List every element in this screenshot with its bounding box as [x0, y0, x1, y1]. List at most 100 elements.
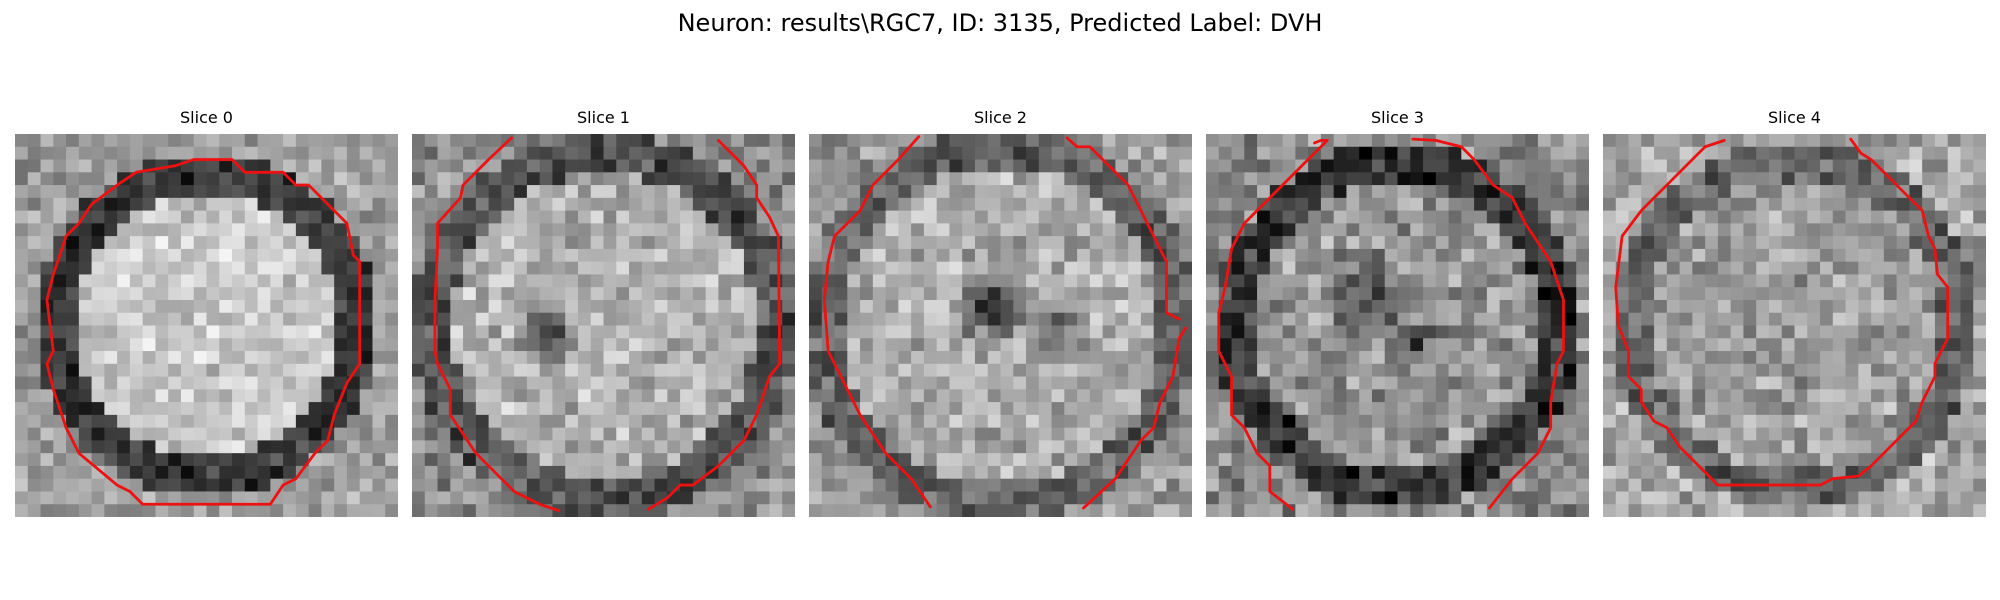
pixel: [1666, 223, 1681, 237]
pixel: [295, 210, 310, 224]
pixel: [91, 389, 105, 403]
pixel: [949, 338, 963, 352]
pixel: [193, 338, 208, 352]
pixel: [898, 427, 912, 441]
pixel: [1499, 299, 1513, 314]
pixel: [1115, 274, 1129, 288]
pixel: [1153, 465, 1167, 480]
pixel: [488, 402, 502, 416]
pixel: [1435, 146, 1450, 161]
pixel: [180, 338, 195, 352]
pixel: [1845, 159, 1859, 173]
pixel: [847, 453, 861, 467]
pixel: [1832, 197, 1847, 212]
pixel: [219, 427, 233, 441]
pixel: [104, 248, 118, 263]
pixel: [552, 389, 566, 403]
pixel: [809, 299, 823, 314]
pixel: [1576, 325, 1589, 339]
pixel: [1909, 185, 1923, 199]
pixel: [1128, 402, 1142, 416]
pixel: [180, 440, 195, 454]
pixel: [1550, 325, 1564, 339]
pixel: [1654, 299, 1668, 314]
pixel: [321, 159, 335, 173]
pixel: [923, 261, 938, 275]
pixel: [1051, 402, 1065, 416]
pixel: [1461, 325, 1475, 339]
pixel: [552, 338, 566, 352]
pixel: [359, 312, 373, 327]
pixel: [15, 172, 29, 186]
pixel: [66, 504, 80, 517]
pixel: [1641, 351, 1655, 365]
pixel: [1883, 223, 1898, 237]
pixel: [1359, 197, 1373, 212]
pixel: [1102, 363, 1116, 378]
pixel: [1576, 351, 1589, 365]
pixel: [654, 210, 668, 224]
pixel: [1807, 363, 1821, 378]
pixel: [1038, 325, 1053, 339]
pixel: [463, 504, 477, 517]
pixel: [1128, 172, 1142, 186]
pixel: [1781, 261, 1796, 275]
pixel: [257, 197, 271, 212]
pixel: [27, 146, 42, 161]
pixel: [1448, 478, 1462, 492]
pixel: [1128, 185, 1142, 199]
pixel: [412, 351, 426, 365]
pixel: [27, 312, 42, 327]
pixel: [91, 504, 105, 517]
pixel: [1871, 223, 1885, 237]
pixel: [834, 440, 848, 454]
pixel: [1115, 414, 1129, 429]
pixel: [1794, 504, 1808, 517]
pixel: [1730, 299, 1744, 314]
pixel: [475, 351, 490, 365]
pixel: [1512, 389, 1526, 403]
pixel: [1820, 440, 1834, 454]
pixel: [1384, 274, 1399, 288]
pixel: [667, 453, 681, 467]
pixel: [731, 261, 745, 275]
pixel: [1820, 210, 1834, 224]
pixel: [756, 504, 770, 517]
pixel: [1563, 338, 1577, 352]
pixel: [756, 172, 770, 186]
pixel: [501, 287, 515, 301]
pixel: [565, 478, 579, 492]
pixel: [936, 134, 950, 148]
pixel: [565, 172, 579, 186]
pixel: [565, 427, 579, 441]
pixel: [1922, 402, 1936, 416]
pixel: [334, 287, 348, 301]
contour-line-0: [433, 136, 561, 513]
pixel: [756, 440, 770, 454]
pixel: [514, 197, 528, 212]
pixel: [577, 274, 592, 288]
pixel: [1359, 248, 1373, 263]
pixel: [629, 465, 643, 480]
pixel: [1140, 248, 1155, 263]
pixel: [475, 236, 490, 250]
pixel: [412, 287, 426, 301]
pixel: [129, 402, 144, 416]
pixel: [1679, 185, 1693, 199]
pixel: [104, 440, 118, 454]
pixel: [552, 210, 566, 224]
pixel: [385, 414, 398, 429]
pixel: [1026, 159, 1040, 173]
pixel: [295, 491, 310, 505]
pixel: [1654, 453, 1668, 467]
pixel: [1871, 325, 1885, 339]
pixel: [1641, 376, 1655, 390]
pixel: [1269, 223, 1284, 237]
pixel: [206, 236, 220, 250]
pixel: [1603, 402, 1617, 416]
pixel: [1960, 491, 1974, 505]
pixel: [1858, 172, 1872, 186]
pixel: [680, 248, 694, 263]
pixel: [1537, 453, 1552, 467]
pixel: [1666, 453, 1681, 467]
